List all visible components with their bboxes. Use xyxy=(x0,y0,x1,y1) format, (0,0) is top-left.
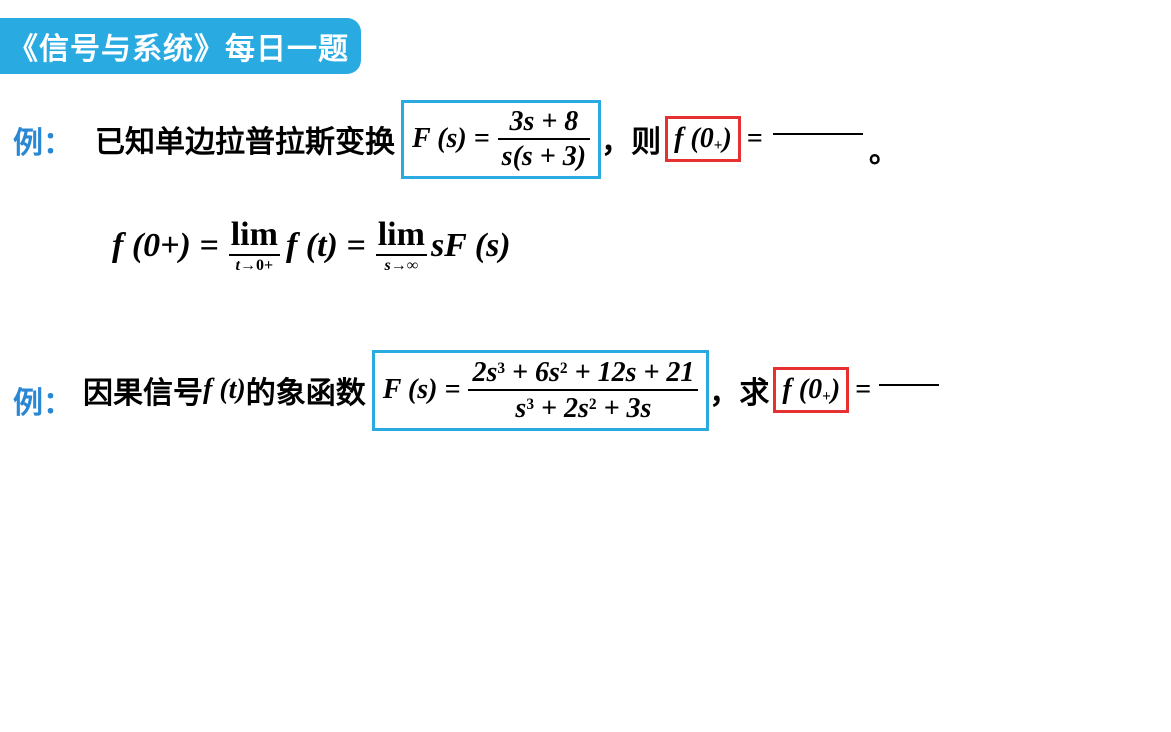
equals-1: = xyxy=(747,123,763,155)
num2-b: + 6s xyxy=(505,357,560,388)
frac-den-1: s(s + 3) xyxy=(498,142,590,171)
fs-fraction-2: 2s3 + 6s2 + 12s + 21 s3 + 2s2 + 3s xyxy=(468,357,698,424)
den2-e1: 3 xyxy=(526,396,534,413)
ft-expr: f (t) xyxy=(203,374,246,406)
example-label-2: 例： xyxy=(13,378,73,422)
den2-b: + 2s xyxy=(534,393,589,424)
problem-2-prefix: 因果信号 xyxy=(83,368,203,412)
equals-2: = xyxy=(855,374,871,406)
example-label-1: 例： xyxy=(13,118,73,162)
lim1-target: 0+ xyxy=(256,257,273,274)
lim1-top: lim xyxy=(229,218,280,256)
lim2-target: ∞ xyxy=(407,257,418,274)
frac-num-2: 2s3 + 6s2 + 12s + 21 xyxy=(468,357,698,387)
lim-1: lim t→0+ xyxy=(229,218,280,274)
ivt-lhs: f (0+) = xyxy=(112,227,219,265)
comma-then-1: ，则 xyxy=(601,117,661,161)
problem-2-mid-cn: 的象函数 xyxy=(246,368,366,412)
den2-a: s xyxy=(515,393,526,424)
frac-den-2: s3 + 2s2 + 3s xyxy=(511,393,655,423)
ivt-mid: f (t) = xyxy=(286,227,366,265)
lim-2: lim s→∞ xyxy=(376,218,427,274)
f0-box-2: f (0+ ) xyxy=(773,367,849,413)
initial-value-theorem: f (0+) = lim t→0+ f (t) = lim s→∞ sF (s) xyxy=(112,218,511,274)
f0-box-1: f (0+ ) xyxy=(665,116,741,162)
problem-1-row: 已知单边拉普拉斯变换 F (s) = 3s + 8 s(s + 3) ，则 f … xyxy=(95,100,899,179)
num2-e1: 3 xyxy=(497,360,505,377)
num2-a: 2s xyxy=(472,357,497,388)
f0-sub-2: + xyxy=(822,388,831,406)
den2-e2: 2 xyxy=(589,396,597,413)
comma-then-2: ，求 xyxy=(709,368,769,412)
f0-close-1: ) xyxy=(723,123,732,155)
ivt-rhs: sF (s) xyxy=(431,227,511,265)
period-1: 。 xyxy=(869,127,899,171)
f0-sub-1: + xyxy=(714,137,723,155)
f0-close-2: ) xyxy=(831,374,840,406)
answer-blank-1[interactable] xyxy=(773,133,863,135)
lim2-top: lim xyxy=(376,218,427,256)
num2-c: + 12s + 21 xyxy=(568,357,695,388)
lim1-arrow: → xyxy=(240,257,256,274)
problem-1-F-box: F (s) = 3s + 8 s(s + 3) xyxy=(401,100,601,179)
problem-1-prefix: 已知单边拉普拉斯变换 xyxy=(95,117,395,161)
fs-lhs-2: F (s) = xyxy=(383,374,461,406)
lim2-arrow: → xyxy=(391,257,407,274)
num2-e2: 2 xyxy=(560,360,568,377)
f0-expr-2: f (0 xyxy=(782,374,822,406)
answer-blank-2[interactable] xyxy=(879,384,939,386)
problem-2-row: 因果信号 f (t) 的象函数 F (s) = 2s3 + 6s2 + 12s … xyxy=(83,350,939,431)
frac-num-1: 3s + 8 xyxy=(505,107,582,136)
fs-fraction-1: 3s + 8 s(s + 3) xyxy=(498,107,590,172)
den2-c: + 3s xyxy=(597,393,652,424)
fs-lhs-1: F (s) = xyxy=(412,123,490,155)
f0-expr-1: f (0 xyxy=(674,123,714,155)
problem-2-F-box: F (s) = 2s3 + 6s2 + 12s + 21 s3 + 2s2 + … xyxy=(372,350,710,431)
header-badge: 《信号与系统》每日一题 xyxy=(0,18,361,74)
